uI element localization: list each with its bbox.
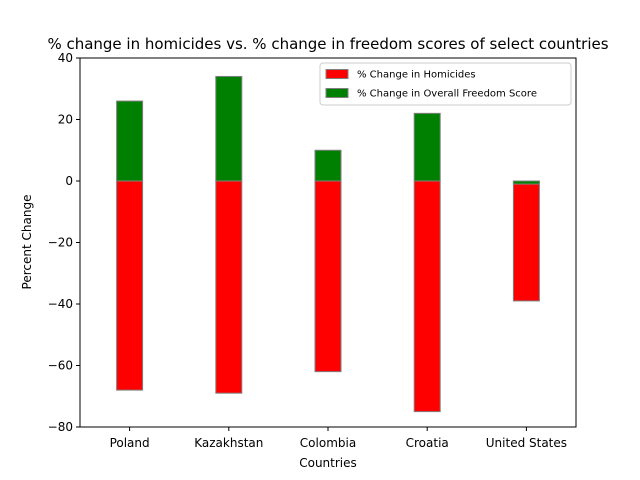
legend: % Change in Homicides % Change in Overall… (319, 62, 572, 106)
x-tick-label-4: United States (486, 436, 567, 450)
y-tick-label-3: −20 (48, 236, 73, 250)
x-tick-label-2: Colombia (300, 436, 356, 450)
y-tick-label-1: −60 (48, 359, 73, 373)
x-tick-label-0: Poland (110, 436, 150, 450)
x-tick-label-3: Croatia (406, 436, 449, 450)
chart-title: % change in homicides vs. % change in fr… (47, 35, 608, 53)
bar-s0-4 (512, 180, 540, 302)
y-tick-label-4: 0 (65, 174, 73, 188)
legend-swatch-1 (325, 88, 349, 98)
plot-area: −80 −60 −40 −20 0 20 40 Poland Kazakhstan Colombi… (48, 51, 577, 450)
legend-label-0: % Change in Homicides (357, 70, 476, 81)
y-tick-label-5: 20 (58, 113, 73, 127)
bar-s1-1 (215, 75, 243, 182)
y-tick-label-0: −80 (48, 420, 73, 434)
bar-s1-3 (413, 112, 441, 182)
bar-s1-0 (116, 100, 144, 182)
legend-swatch-0 (325, 69, 349, 79)
bar-s0-0 (116, 180, 144, 391)
y-axis-label: Percent Change (20, 195, 34, 290)
y-tick-label-6: 40 (58, 51, 73, 65)
bar-s0-1 (215, 180, 243, 394)
x-tick-label-1: Kazakhstan (194, 436, 263, 450)
bar-s1-2 (314, 149, 342, 182)
bar-s0-2 (314, 180, 342, 373)
bar-s1-4 (512, 180, 540, 185)
bar-s0-3 (413, 180, 441, 413)
y-tick-label-2: −40 (48, 297, 73, 311)
legend-label-1: % Change in Overall Freedom Score (357, 89, 537, 100)
x-axis-label: Countries (299, 456, 357, 470)
legend-box (319, 62, 572, 106)
